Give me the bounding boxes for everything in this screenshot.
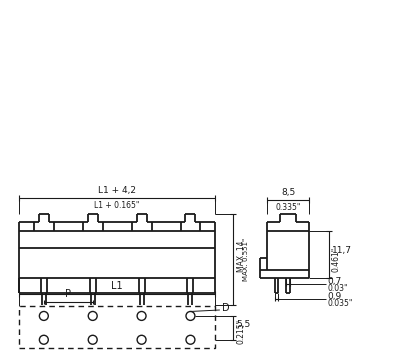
Bar: [20, 306, 215, 348]
Text: L1 + 0.165": L1 + 0.165": [94, 201, 140, 210]
Text: P: P: [65, 289, 71, 299]
Text: D: D: [222, 303, 230, 313]
Text: 0.035": 0.035": [327, 299, 352, 308]
Text: 0.215": 0.215": [237, 319, 246, 344]
Text: 0.461": 0.461": [332, 247, 341, 272]
Text: L1: L1: [111, 281, 123, 291]
Text: 11,7: 11,7: [332, 246, 352, 255]
Text: 5,5: 5,5: [237, 320, 251, 329]
Text: MAX. 0.551": MAX. 0.551": [243, 238, 249, 281]
Text: 0.335": 0.335": [276, 203, 301, 212]
Text: 0,9: 0,9: [327, 292, 341, 300]
Text: L1 + 4,2: L1 + 4,2: [98, 186, 136, 195]
Text: 8,5: 8,5: [281, 188, 296, 197]
Text: 0.03": 0.03": [327, 284, 348, 293]
Text: 0,7: 0,7: [327, 277, 341, 286]
Text: MAX. 14: MAX. 14: [237, 241, 246, 272]
